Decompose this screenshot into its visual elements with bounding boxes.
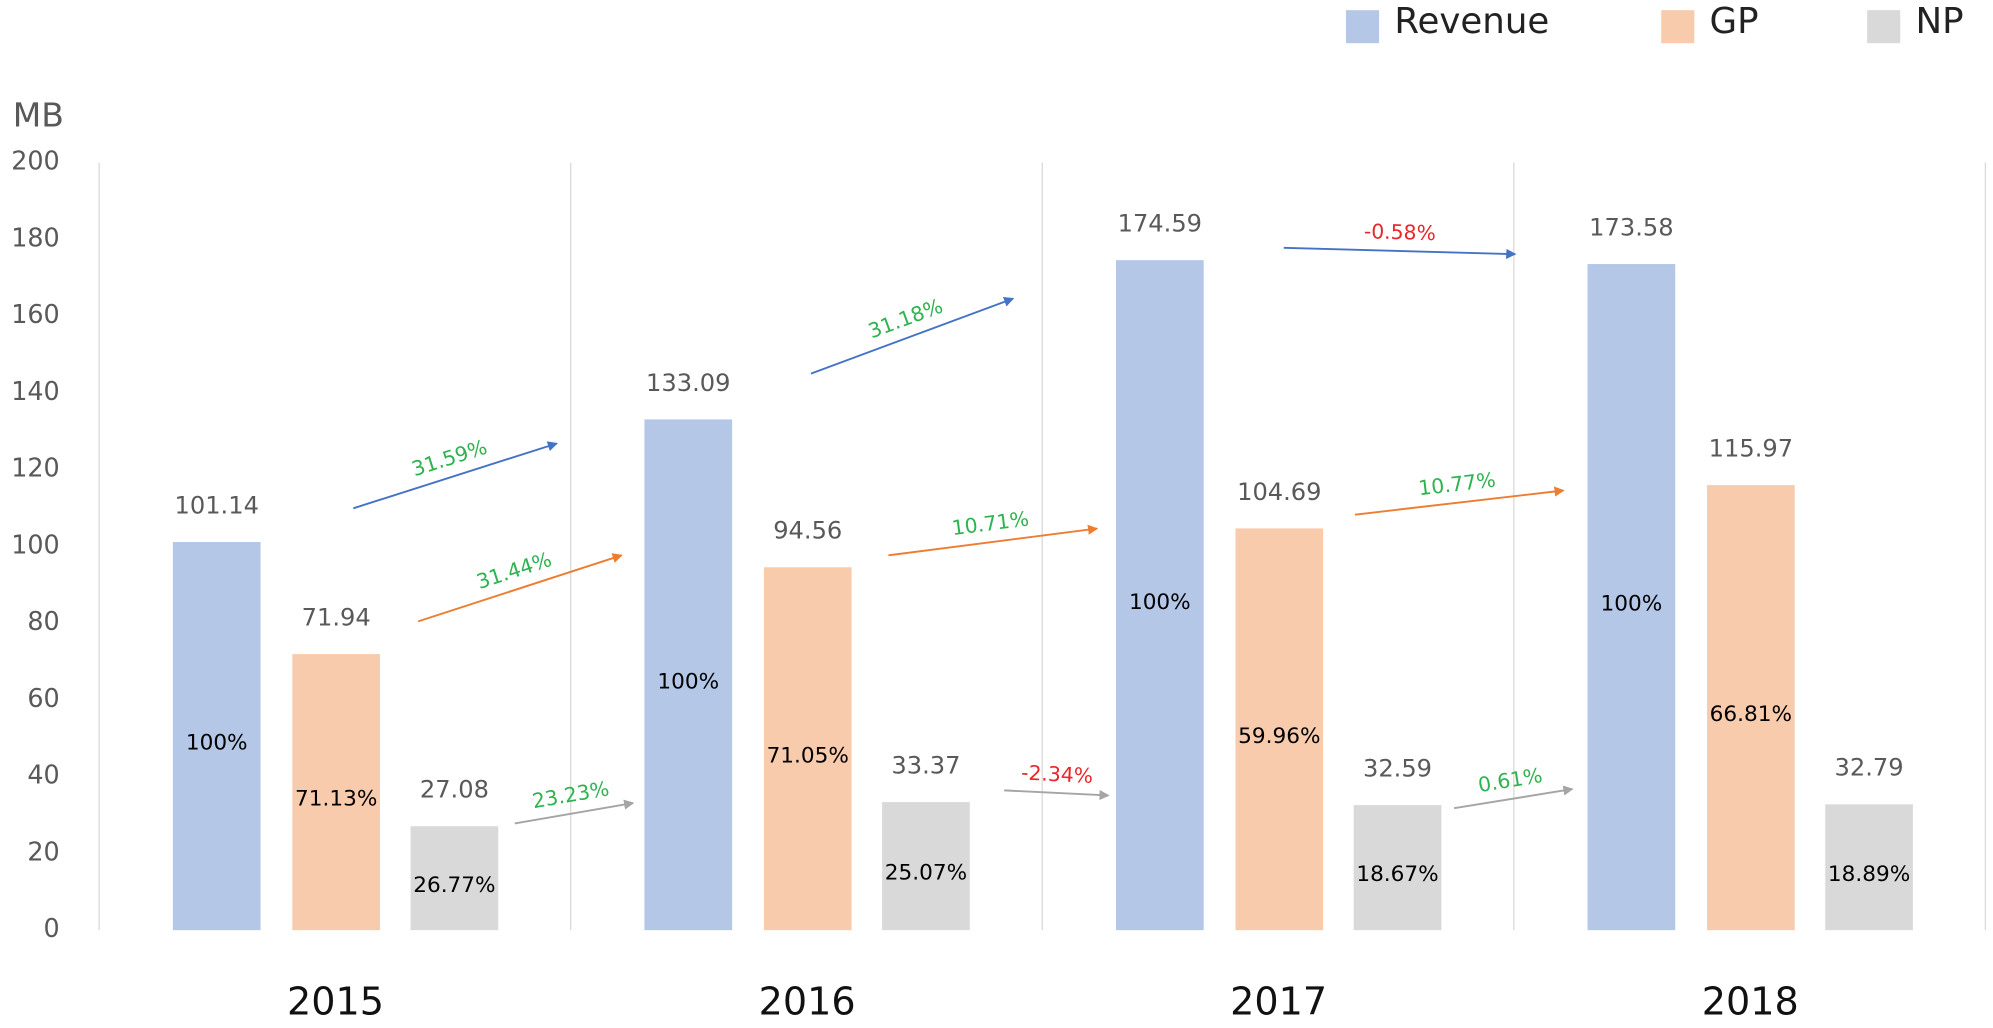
- growth-label: 31.44%: [473, 547, 554, 594]
- value-label: 32.79: [1835, 754, 1904, 782]
- bar: [172, 542, 261, 931]
- value-label: 94.56: [773, 517, 842, 545]
- bar: [292, 654, 381, 931]
- growth-label: -2.34%: [1021, 760, 1094, 787]
- y-tick-label: 160: [11, 299, 60, 329]
- inner-label: 18.89%: [1828, 862, 1910, 887]
- bar: [1353, 805, 1442, 931]
- growth-arrow: [1004, 789, 1110, 801]
- value-label: 174.59: [1118, 210, 1202, 238]
- y-tick-label: 200: [11, 146, 60, 176]
- growth-arrow: [1283, 246, 1517, 259]
- x-tick-label: 2018: [1702, 979, 1799, 1023]
- bar: [882, 802, 970, 931]
- value-label: 32.59: [1363, 755, 1432, 783]
- growth-label: 10.71%: [950, 506, 1030, 540]
- value-label: 33.37: [891, 752, 960, 780]
- inner-label: 100%: [1601, 592, 1663, 617]
- growth-arrow: [1453, 785, 1574, 810]
- value-label: 115.97: [1709, 435, 1793, 463]
- value-label: 71.94: [302, 604, 371, 632]
- bar: [1707, 485, 1795, 931]
- inner-label: 100%: [186, 731, 248, 756]
- growth-label: 31.59%: [409, 435, 490, 481]
- bar: [410, 826, 499, 931]
- y-tick-label: 120: [11, 453, 60, 483]
- y-tick-label: 100: [11, 529, 60, 559]
- legend-swatch: [1867, 10, 1901, 44]
- inner-label: 66.81%: [1710, 702, 1792, 727]
- x-tick-label: 2016: [759, 979, 856, 1023]
- value-label: 104.69: [1237, 478, 1321, 506]
- growth-label: 10.77%: [1417, 468, 1497, 501]
- bar: [1235, 528, 1324, 931]
- growth-arrow: [1354, 486, 1565, 516]
- y-tick-label: 40: [27, 760, 59, 790]
- bar: [1115, 260, 1204, 931]
- growth-arrow: [417, 553, 623, 623]
- y-axis-label: MB: [13, 95, 64, 134]
- inner-label: 100%: [657, 669, 719, 694]
- y-tick-label: 80: [27, 606, 59, 636]
- growth-label: 0.61%: [1476, 763, 1544, 797]
- y-tick-label: 0: [44, 913, 60, 943]
- legend-label: Revenue: [1394, 1, 1549, 42]
- inner-label: 71.13%: [295, 787, 377, 812]
- value-label: 133.09: [646, 369, 730, 397]
- growth-label: 31.18%: [865, 294, 946, 343]
- inner-label: 100%: [1129, 590, 1191, 615]
- inner-label: 26.77%: [413, 873, 495, 898]
- value-label: 101.14: [174, 491, 258, 519]
- bar: [763, 567, 852, 931]
- legend-label: GP: [1710, 1, 1759, 42]
- bar: [1587, 264, 1676, 931]
- y-tick-label: 140: [11, 376, 60, 406]
- growth-arrow: [810, 296, 1015, 375]
- x-tick-label: 2015: [287, 979, 384, 1023]
- y-tick-label: 60: [27, 683, 59, 713]
- growth-arrow: [353, 441, 558, 510]
- x-tick-label: 2017: [1230, 979, 1327, 1023]
- legend-label: NP: [1915, 1, 1963, 42]
- legend-swatch: [1346, 10, 1380, 44]
- value-label: 173.58: [1589, 213, 1673, 241]
- value-label: 27.08: [420, 776, 489, 804]
- growth-label: -0.58%: [1364, 219, 1437, 245]
- growth-arrow: [888, 524, 1099, 557]
- inner-label: 25.07%: [885, 861, 967, 886]
- inner-label: 59.96%: [1238, 724, 1320, 749]
- y-tick-label: 20: [27, 836, 59, 866]
- inner-label: 18.67%: [1356, 862, 1438, 887]
- bar: [644, 419, 733, 931]
- legend-swatch: [1661, 10, 1695, 44]
- y-tick-label: 180: [11, 222, 60, 252]
- growth-arrow: [514, 799, 635, 825]
- bar: [1825, 804, 1913, 931]
- inner-label: 71.05%: [767, 743, 849, 768]
